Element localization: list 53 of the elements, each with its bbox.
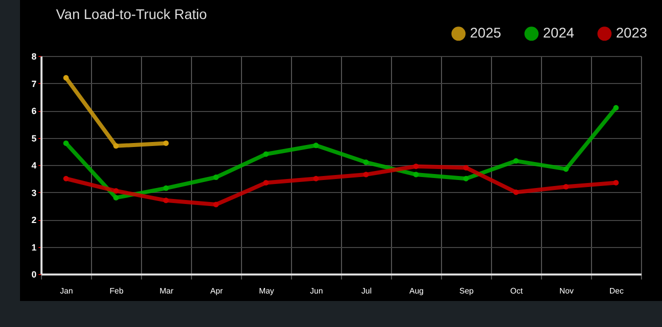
point: [363, 172, 369, 178]
y-tick-label: 4: [31, 160, 36, 170]
point: [313, 176, 319, 182]
point: [263, 180, 269, 186]
y-tick-label: 5: [31, 133, 36, 144]
legend-label: 2024: [543, 24, 574, 41]
x-tick-label: Jun: [310, 286, 323, 296]
point: [513, 158, 519, 164]
point: [63, 176, 69, 182]
y-tick-label: 8: [31, 52, 36, 62]
x-tick-label: Apr: [210, 286, 224, 296]
x-tick-label: Feb: [110, 286, 124, 296]
point: [163, 198, 169, 204]
point: [213, 202, 219, 208]
x-tick-label: Aug: [409, 286, 424, 296]
legend-label: 2025: [470, 24, 502, 41]
x-tick-label: Sep: [459, 286, 474, 296]
chart-title: Van Load-to-Truck Ratio: [56, 6, 208, 22]
point: [563, 184, 569, 190]
point: [163, 140, 169, 146]
y-tick-label: 0: [31, 270, 36, 280]
point: [113, 194, 119, 200]
y-tick-label: 1: [31, 242, 36, 252]
point: [463, 176, 469, 182]
y-tick-label: 2: [31, 215, 36, 225]
y-tick-label: 6: [31, 106, 36, 116]
x-tick-label: Oct: [510, 286, 524, 296]
y-tick-label: 3: [31, 188, 36, 198]
point: [413, 172, 419, 178]
legend-label: 2023: [616, 24, 648, 41]
point: [113, 188, 119, 194]
point: [63, 75, 69, 81]
point: [413, 164, 419, 170]
point: [313, 142, 319, 148]
point: [613, 180, 619, 186]
x-tick-label: Jul: [361, 286, 372, 296]
point: [113, 143, 119, 149]
point: [463, 164, 469, 170]
point: [513, 190, 519, 195]
point: [63, 140, 69, 146]
point: [613, 105, 619, 111]
x-tick-label: Dec: [609, 286, 624, 296]
line-series: [63, 105, 619, 200]
y-tick-label: 7: [31, 78, 36, 89]
x-tick-label: Mar: [160, 286, 174, 296]
x-tick-label: May: [258, 286, 274, 296]
point: [213, 174, 219, 180]
x-tick-label: Nov: [559, 286, 574, 296]
x-tick-label: Jan: [60, 286, 73, 296]
point: [363, 160, 369, 166]
point: [563, 166, 569, 172]
point: [263, 151, 269, 157]
point: [163, 185, 169, 191]
